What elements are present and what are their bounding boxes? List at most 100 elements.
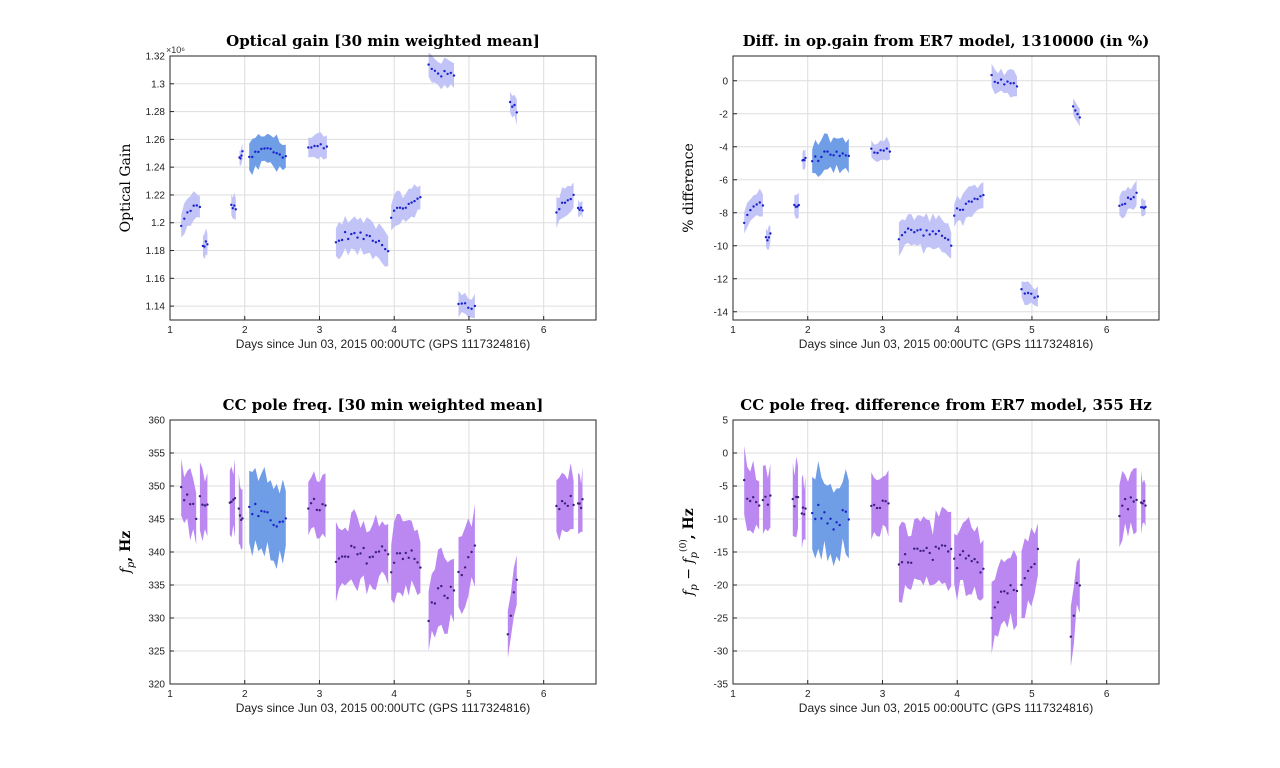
y-axis-label-part-2: − — [681, 564, 697, 585]
data-point-2-0 — [791, 497, 794, 501]
y-tick-label-1: -12 — [714, 274, 729, 285]
data-point-8-8 — [1015, 85, 1019, 88]
data-point-6-8 — [922, 234, 925, 237]
data-point-6-12 — [371, 555, 374, 558]
data-point-4-10 — [278, 520, 281, 524]
data-point-7-9 — [979, 571, 982, 574]
data-point-6-2 — [903, 231, 907, 234]
data-point-6-16 — [947, 238, 950, 241]
y-tick-label-3: -8 — [719, 208, 728, 219]
panel-cc-pole-frequency-difference: 1 2 3 4 5 6 -35 -30 -25 -20 -15 -10 -5 0 5 CC pole freq… — [678, 396, 1160, 715]
y-tick-label-5: 345 — [148, 515, 165, 526]
data-point-6-14 — [940, 544, 944, 547]
data-point-0-6 — [198, 205, 202, 209]
data-point-4-2 — [254, 150, 257, 153]
data-point-6-5 — [913, 231, 916, 234]
data-point-4-4 — [260, 509, 263, 513]
error-band-9 — [1021, 281, 1038, 307]
data-point-7-3 — [961, 550, 965, 553]
data-point-8-0 — [427, 619, 430, 623]
data-point-11-1 — [1121, 504, 1124, 507]
data-point-4-4 — [260, 147, 263, 151]
data-point-7-4 — [964, 557, 968, 560]
data-point-1-2 — [766, 503, 770, 506]
error-band-9 — [458, 504, 475, 615]
data-point-4-11 — [844, 154, 847, 157]
data-point-4-5 — [263, 510, 266, 513]
data-point-7-6 — [407, 202, 410, 206]
y-tick-label-0: 1.14 — [146, 302, 166, 313]
data-point-6-8 — [359, 552, 362, 555]
data-point-9-4 — [470, 307, 473, 310]
error-band-0 — [181, 458, 197, 545]
data-point-8-3 — [999, 78, 1003, 81]
data-point-5-3 — [316, 144, 319, 148]
data-point-6-1 — [900, 561, 904, 564]
data-point-4-3 — [257, 150, 260, 154]
y-axis-label-part-0: f — [681, 588, 697, 597]
data-point-7-1 — [955, 566, 959, 570]
data-point-9-2 — [1026, 291, 1030, 295]
data-point-7-5 — [967, 554, 970, 557]
data-point-10-1 — [1074, 109, 1077, 112]
x-tick-label-1: 2 — [805, 689, 811, 700]
data-point-12-1 — [578, 208, 581, 211]
error-band-9 — [1021, 523, 1038, 619]
data-point-11-0 — [555, 504, 558, 508]
data-point-6-6 — [916, 229, 919, 232]
data-point-6-2 — [340, 555, 344, 558]
data-point-6-17 — [950, 244, 953, 247]
data-point-10-0 — [506, 633, 509, 636]
data-series — [180, 52, 584, 319]
data-point-6-4 — [910, 561, 913, 564]
data-point-1-2 — [204, 240, 208, 243]
data-point-8-4 — [1003, 83, 1006, 86]
error-band-8 — [991, 549, 1017, 654]
data-point-7-8 — [976, 197, 979, 201]
data-point-8-0 — [990, 73, 993, 77]
data-point-7-4 — [964, 202, 968, 205]
data-point-5-6 — [887, 502, 890, 505]
data-point-0-1 — [183, 499, 186, 502]
error-band-5 — [308, 471, 326, 539]
data-point-8-6 — [446, 72, 449, 76]
error-band-5 — [871, 470, 889, 540]
data-point-11-1 — [1121, 203, 1124, 206]
y-tick-label-1: 325 — [148, 647, 165, 658]
error-band-0 — [181, 191, 200, 238]
data-point-6-9 — [362, 546, 365, 550]
data-point-1-2 — [203, 504, 207, 507]
data-point-5-6 — [888, 150, 892, 153]
data-point-7-2 — [958, 553, 962, 556]
y-tick-label-5: -10 — [714, 515, 729, 526]
data-point-7-1 — [392, 561, 396, 564]
data-point-5-4 — [318, 509, 321, 512]
data-point-4-8 — [272, 151, 275, 154]
data-point-5-3 — [879, 149, 882, 152]
x-tick-label-4: 5 — [1029, 689, 1035, 700]
data-point-1-3 — [206, 243, 209, 246]
data-point-0-4 — [192, 502, 195, 506]
data-point-7-5 — [967, 200, 970, 203]
data-point-4-12 — [847, 518, 850, 521]
data-point-7-10 — [982, 193, 985, 197]
data-point-7-0 — [953, 214, 956, 217]
data-point-0-2 — [186, 493, 189, 496]
data-point-8-4 — [440, 75, 443, 78]
data-point-5-0 — [307, 146, 310, 149]
data-point-11-4 — [1129, 496, 1133, 499]
data-point-6-13 — [937, 229, 941, 233]
error-band-8 — [428, 547, 454, 651]
data-point-0-1 — [746, 497, 749, 500]
x-tick-label-2: 3 — [880, 689, 886, 700]
data-point-10-1 — [1072, 614, 1076, 617]
data-point-5-6 — [324, 504, 327, 507]
error-band-10 — [510, 91, 517, 126]
data-point-0-5 — [195, 204, 198, 207]
data-point-7-3 — [398, 206, 402, 209]
data-point-9-4 — [470, 550, 473, 554]
data-point-0-4 — [755, 203, 758, 206]
data-point-7-10 — [982, 567, 985, 570]
data-point-4-1 — [814, 155, 817, 158]
